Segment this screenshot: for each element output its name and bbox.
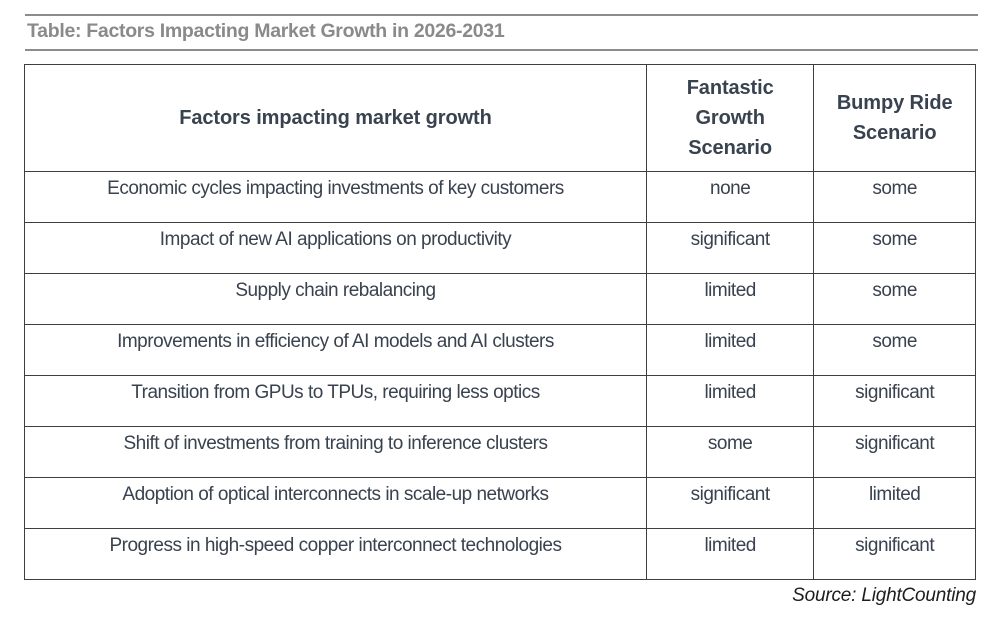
fantastic-value-cell: limited — [645, 375, 815, 428]
factor-cell: Economic cycles impacting investments of… — [24, 171, 647, 224]
bumpy-value-cell: significant — [813, 528, 976, 581]
source-credit: Source: LightCounting — [792, 585, 976, 607]
fantastic-value-cell: significant — [645, 222, 815, 275]
fantastic-value-cell: limited — [645, 273, 815, 326]
bumpy-value-cell: limited — [813, 477, 976, 530]
bumpy-value-cell: some — [813, 273, 976, 326]
factor-cell: Impact of new AI applications on product… — [24, 222, 647, 275]
table-row: Improvements in efficiency of AI models … — [24, 324, 976, 377]
table-row: Transition from GPUs to TPUs, requiring … — [24, 375, 976, 428]
table-row: Shift of investments from training to in… — [24, 426, 976, 479]
factor-cell: Supply chain rebalancing — [24, 273, 647, 326]
bumpy-value-cell: significant — [813, 426, 976, 479]
table-row: Economic cycles impacting investments of… — [24, 171, 976, 224]
bumpy-value-cell: some — [813, 171, 976, 224]
header-row: Factors impacting market growth Fantasti… — [24, 64, 976, 173]
fantastic-value-cell: limited — [645, 324, 815, 377]
fantastic-value-cell: significant — [645, 477, 815, 530]
table-row: Impact of new AI applications on product… — [24, 222, 976, 275]
table-row: Supply chain rebalancing limited some — [24, 273, 976, 326]
bumpy-value-cell: some — [813, 324, 976, 377]
table-row: Adoption of optical interconnects in sca… — [24, 477, 976, 530]
factors-table: Factors impacting market growth Fantasti… — [24, 64, 976, 581]
table-title: Table: Factors Impacting Market Growth i… — [27, 20, 505, 42]
factor-cell: Improvements in efficiency of AI models … — [24, 324, 647, 377]
col-header-bumpy-ride: Bumpy Ride Scenario — [813, 64, 976, 173]
factor-cell: Progress in high-speed copper interconne… — [24, 528, 647, 581]
fantastic-value-cell: limited — [645, 528, 815, 581]
col-header-fantastic-growth: Fantastic Growth Scenario — [645, 64, 815, 173]
factor-cell: Transition from GPUs to TPUs, requiring … — [24, 375, 647, 428]
table-title-block: Table: Factors Impacting Market Growth i… — [25, 14, 978, 52]
factor-cell: Shift of investments from training to in… — [24, 426, 647, 479]
table-row: Progress in high-speed copper interconne… — [24, 528, 976, 581]
factor-cell: Adoption of optical interconnects in sca… — [24, 477, 647, 530]
fantastic-value-cell: some — [645, 426, 815, 479]
bumpy-value-cell: some — [813, 222, 976, 275]
fantastic-value-cell: none — [645, 171, 815, 224]
col-header-factors: Factors impacting market growth — [24, 64, 647, 173]
page: Table: Factors Impacting Market Growth i… — [0, 14, 1000, 624]
bumpy-value-cell: significant — [813, 375, 976, 428]
